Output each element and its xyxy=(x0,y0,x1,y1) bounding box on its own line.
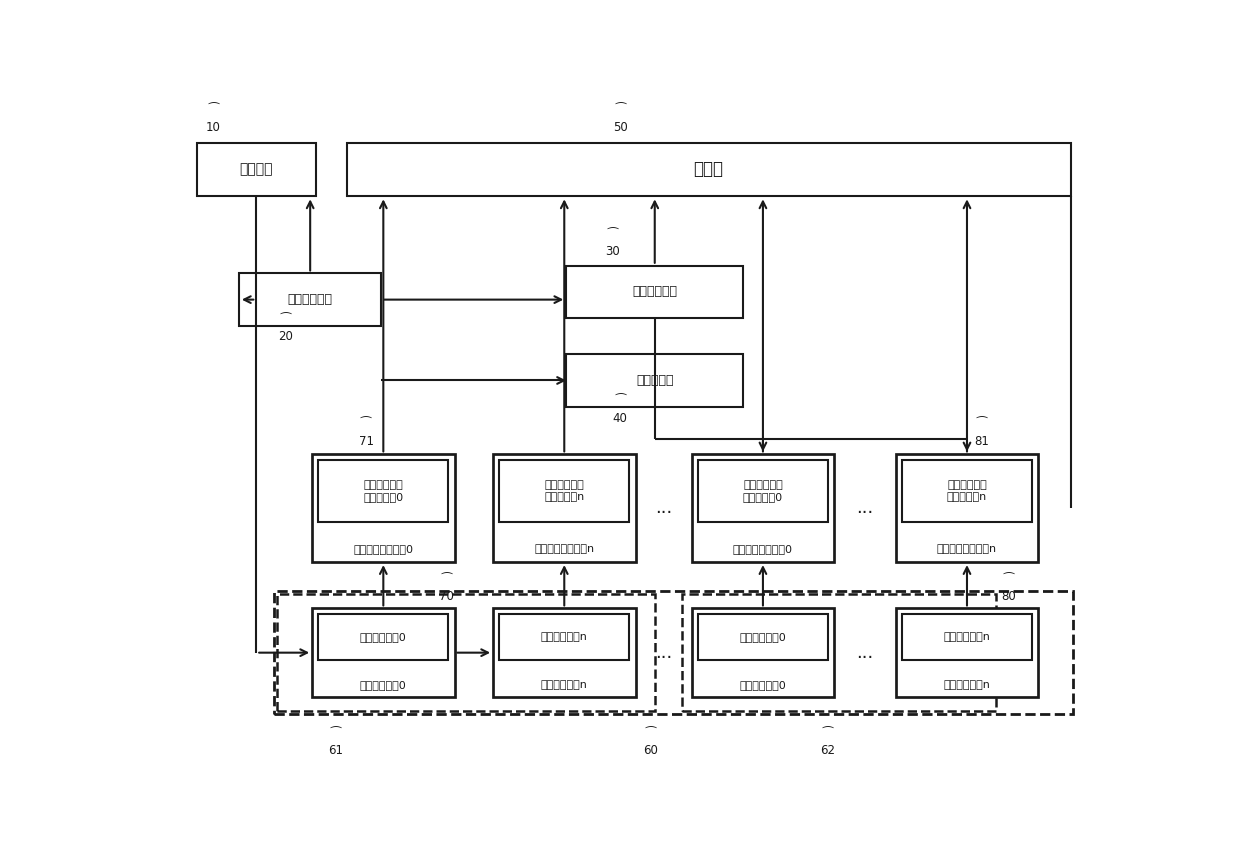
Text: 主机协同序列
处理子模块n: 主机协同序列 处理子模块n xyxy=(544,480,584,502)
Bar xyxy=(682,594,996,711)
Text: ⁀: ⁀ xyxy=(823,728,833,741)
Text: 20: 20 xyxy=(278,330,293,343)
Bar xyxy=(901,460,1032,522)
Text: 从机协同序列
处理子模块n: 从机协同序列 处理子模块n xyxy=(947,480,987,502)
Text: 70: 70 xyxy=(439,590,454,603)
Text: ⁀: ⁀ xyxy=(646,728,656,741)
Bar xyxy=(567,266,743,318)
Text: 激励模型: 激励模型 xyxy=(239,162,273,177)
Text: 从机接口电路0: 从机接口电路0 xyxy=(739,632,786,642)
Text: 71: 71 xyxy=(358,434,373,447)
Text: ...: ... xyxy=(857,643,874,662)
Text: 从机接口电路n: 从机接口电路n xyxy=(944,632,991,642)
Text: 主机集成电路芯核n: 主机集成电路芯核n xyxy=(534,544,594,554)
Bar xyxy=(500,614,630,660)
Bar xyxy=(239,273,382,326)
Text: 计分板: 计分板 xyxy=(693,160,724,179)
Bar xyxy=(500,460,630,522)
Text: 从机协同序列
处理子模块0: 从机协同序列 处理子模块0 xyxy=(743,480,782,502)
Bar xyxy=(319,460,449,522)
Text: 存储器模型: 存储器模型 xyxy=(636,374,673,387)
Text: ⁀: ⁀ xyxy=(615,396,625,409)
Bar xyxy=(698,614,828,660)
Text: 40: 40 xyxy=(613,412,627,425)
Bar xyxy=(494,454,635,562)
Bar xyxy=(494,609,635,697)
Bar xyxy=(567,355,743,407)
Text: ⁀: ⁀ xyxy=(977,419,987,432)
Text: ⁀: ⁀ xyxy=(361,419,371,432)
Bar xyxy=(698,460,828,522)
Bar xyxy=(901,614,1032,660)
Bar xyxy=(347,142,1070,197)
Text: 主机接口电路0: 主机接口电路0 xyxy=(360,632,407,642)
Text: 61: 61 xyxy=(327,745,342,758)
Text: ⁀: ⁀ xyxy=(441,575,451,588)
Bar xyxy=(319,614,449,660)
Text: ⁀: ⁀ xyxy=(208,105,218,118)
Text: 从机集成电路芯核n: 从机集成电路芯核n xyxy=(937,544,997,554)
Text: 30: 30 xyxy=(605,245,620,258)
Text: ⁀: ⁀ xyxy=(330,728,340,741)
Text: 主机协同序列
处理子模块0: 主机协同序列 处理子模块0 xyxy=(363,480,403,502)
Text: ...: ... xyxy=(655,643,672,662)
Text: 80: 80 xyxy=(1002,590,1017,603)
Bar xyxy=(312,454,455,562)
Bar xyxy=(692,609,835,697)
Text: ...: ... xyxy=(857,499,874,518)
Bar xyxy=(197,142,316,197)
Bar xyxy=(692,454,835,562)
Text: 主机接口电路n: 主机接口电路n xyxy=(541,632,588,642)
Bar xyxy=(274,590,1073,714)
Text: 从机电路模块n: 从机电路模块n xyxy=(944,680,991,689)
Text: ⁀: ⁀ xyxy=(615,105,625,118)
Text: ...: ... xyxy=(655,499,672,518)
Text: ⁀: ⁀ xyxy=(608,230,618,243)
Text: 62: 62 xyxy=(821,745,836,758)
Text: 81: 81 xyxy=(975,434,990,447)
Text: ⁀: ⁀ xyxy=(280,315,290,328)
Text: 50: 50 xyxy=(613,121,627,134)
Text: 功能模拟模型: 功能模拟模型 xyxy=(288,293,332,306)
Bar xyxy=(895,454,1038,562)
Text: 从机电路模块0: 从机电路模块0 xyxy=(739,680,786,689)
Text: 60: 60 xyxy=(644,745,658,758)
Bar xyxy=(312,609,455,697)
Text: ⁀: ⁀ xyxy=(1004,575,1014,588)
Text: 从机集成电路芯榰0: 从机集成电路芯榰0 xyxy=(733,544,792,554)
Text: 互联电路模型: 互联电路模型 xyxy=(632,285,677,298)
Text: 主机电路模块n: 主机电路模块n xyxy=(541,680,588,689)
Text: 主机电路模块0: 主机电路模块0 xyxy=(360,680,407,689)
Bar xyxy=(278,594,655,711)
Bar xyxy=(895,609,1038,697)
Text: 主机集成电路芯榰0: 主机集成电路芯榰0 xyxy=(353,544,413,554)
Text: 10: 10 xyxy=(206,121,221,134)
